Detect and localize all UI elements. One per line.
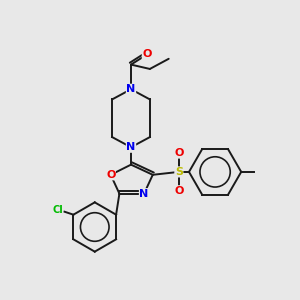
Text: O: O (106, 170, 116, 180)
Text: N: N (140, 189, 149, 199)
Text: Cl: Cl (52, 205, 63, 215)
Text: N: N (126, 84, 136, 94)
Text: S: S (175, 167, 183, 177)
Text: O: O (174, 148, 184, 158)
Text: O: O (142, 50, 152, 59)
Text: O: O (174, 186, 184, 196)
Text: N: N (126, 142, 136, 152)
